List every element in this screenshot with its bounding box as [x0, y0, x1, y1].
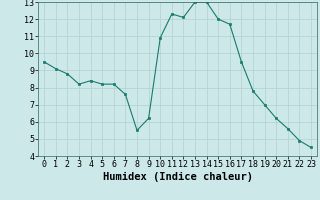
X-axis label: Humidex (Indice chaleur): Humidex (Indice chaleur) [103, 172, 252, 182]
